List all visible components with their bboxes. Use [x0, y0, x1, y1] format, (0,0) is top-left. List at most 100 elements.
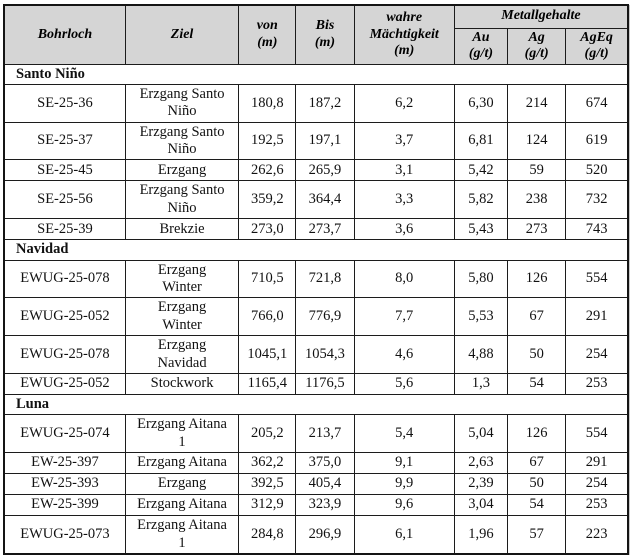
to-cell: 265,9 [295, 159, 355, 182]
col-header-bohrloch: Bohrloch [3, 4, 126, 65]
au-cell: 2,39 [453, 473, 509, 496]
ageq-cell: 291 [565, 452, 629, 475]
ag-cell: 67 [507, 297, 567, 337]
ageq-cell: 554 [565, 259, 629, 299]
section-header-row: Luna [3, 393, 629, 416]
ag-cell: 214 [507, 83, 567, 123]
target-cell: Erzgang Aitana [124, 494, 240, 517]
to-cell: 197,1 [295, 121, 355, 161]
drillhole-cell: EWUG-25-078 [3, 259, 126, 299]
au-cell: 4,88 [453, 335, 509, 374]
ag-cell: 57 [507, 515, 567, 555]
col-header-von: von (m) [238, 4, 297, 65]
col-header-bis: Bis (m) [295, 4, 355, 65]
au-cell: 2,63 [453, 452, 509, 475]
from-cell: 766,0 [238, 297, 297, 337]
ag-cell: 238 [507, 180, 567, 220]
from-cell: 205,2 [238, 414, 297, 454]
ageq-cell: 254 [565, 335, 629, 374]
data-row: SE-25-36 Erzgang Santo Niño 180,8 187,2 6,2 6… [3, 83, 629, 123]
thickness-cell: 3,3 [353, 180, 455, 220]
au-cell: 1,96 [453, 515, 509, 555]
au-cell: 5,42 [453, 159, 509, 182]
from-cell: 392,5 [238, 473, 297, 496]
ag-cell: 50 [507, 473, 567, 496]
ageq-cell: 254 [565, 473, 629, 496]
to-cell: 187,2 [295, 83, 355, 123]
to-cell: 405,4 [295, 473, 355, 496]
drillhole-cell: EWUG-25-074 [3, 414, 126, 454]
data-row: EW-25-393 Erzgang 392,5 405,4 9,9 2,39 50 254 [3, 473, 629, 496]
au-cell: 5,04 [453, 414, 509, 454]
data-row: EWUG-25-052 Erzgang Winter 766,0 776,9 7,7 5,… [3, 297, 629, 337]
drillhole-cell: EW-25-397 [3, 452, 126, 475]
col-header-thickness: wahre Mächtigkeit (m) [353, 4, 455, 65]
section-title: Santo Niño [3, 63, 629, 85]
drillhole-cell: EWUG-25-078 [3, 335, 126, 374]
from-cell: 262,6 [238, 159, 297, 182]
to-cell: 721,8 [295, 259, 355, 299]
thickness-cell: 3,1 [353, 159, 455, 182]
thickness-cell: 4,6 [353, 335, 455, 374]
data-row: SE-25-45 Erzgang 262,6 265,9 3,1 5,42 59 520 [3, 159, 629, 182]
ag-cell: 54 [507, 494, 567, 517]
target-cell: Erzgang Santo Niño [124, 180, 240, 220]
target-cell: Brekzie [124, 218, 240, 241]
au-cell: 3,04 [453, 494, 509, 517]
ageq-cell: 743 [565, 218, 629, 241]
data-row: EWUG-25-073 Erzgang Aitana 1 284,8 296,9 6,1… [3, 515, 629, 555]
target-cell: Erzgang Aitana 1 [124, 515, 240, 555]
thickness-cell: 6,1 [353, 515, 455, 555]
col-header-ziel: Ziel [124, 4, 240, 65]
target-cell: Erzgang Santo Niño [124, 83, 240, 123]
table-body: Santo Niño SE-25-36 Erzgang Santo Niño 180,… [3, 63, 629, 555]
drillhole-cell: EWUG-25-052 [3, 373, 126, 395]
thickness-cell: 8,0 [353, 259, 455, 299]
drillhole-cell: SE-25-36 [3, 83, 126, 123]
data-row: EWUG-25-052 Stockwork 1165,4 1176,5 5,6 1,3 54… [3, 373, 629, 395]
to-cell: 776,9 [295, 297, 355, 337]
ag-cell: 126 [507, 414, 567, 454]
ag-cell: 59 [507, 159, 567, 182]
section-header-row: Santo Niño [3, 63, 629, 85]
ageq-cell: 554 [565, 414, 629, 454]
thickness-cell: 5,6 [353, 373, 455, 395]
drill-results-table: Bohrloch Ziel von (m) Bis (m) wahre Mäch… [3, 4, 629, 555]
data-row: SE-25-37 Erzgang Santo Niño 192,5 197,1 3,7 6… [3, 121, 629, 161]
to-cell: 323,9 [295, 494, 355, 517]
thickness-cell: 3,6 [353, 218, 455, 241]
thickness-cell: 9,9 [353, 473, 455, 496]
thickness-cell: 9,6 [353, 494, 455, 517]
page: Bohrloch Ziel von (m) Bis (m) wahre Mäch… [3, 4, 629, 555]
ageq-cell: 674 [565, 83, 629, 123]
ag-cell: 67 [507, 452, 567, 475]
drillhole-cell: SE-25-56 [3, 180, 126, 220]
target-cell: Erzgang Aitana [124, 452, 240, 475]
data-row: EW-25-399 Erzgang Aitana 312,9 323,9 9,6 3,04… [3, 494, 629, 517]
drillhole-cell: SE-25-45 [3, 159, 126, 182]
ageq-cell: 520 [565, 159, 629, 182]
from-cell: 284,8 [238, 515, 297, 555]
to-cell: 364,4 [295, 180, 355, 220]
thickness-cell: 9,1 [353, 452, 455, 475]
drillhole-cell: EWUG-25-052 [3, 297, 126, 337]
from-cell: 359,2 [238, 180, 297, 220]
to-cell: 213,7 [295, 414, 355, 454]
data-row: EWUG-25-078 Erzgang Winter 710,5 721,8 8,0 5,… [3, 259, 629, 299]
data-row: SE-25-56 Erzgang Santo Niño 359,2 364,4 3,3 5… [3, 180, 629, 220]
ageq-cell: 253 [565, 494, 629, 517]
ageq-cell: 619 [565, 121, 629, 161]
thickness-cell: 3,7 [353, 121, 455, 161]
target-cell: Erzgang Aitana 1 [124, 414, 240, 454]
drillhole-cell: EW-25-393 [3, 473, 126, 496]
target-cell: Erzgang Winter [124, 259, 240, 299]
from-cell: 362,2 [238, 452, 297, 475]
data-row: EWUG-25-074 Erzgang Aitana 1 205,2 213,7 5,4… [3, 414, 629, 454]
ageq-cell: 291 [565, 297, 629, 337]
to-cell: 273,7 [295, 218, 355, 241]
au-cell: 5,82 [453, 180, 509, 220]
section-title: Navidad [3, 239, 629, 261]
target-cell: Stockwork [124, 373, 240, 395]
ageq-cell: 223 [565, 515, 629, 555]
thickness-cell: 6,2 [353, 83, 455, 123]
